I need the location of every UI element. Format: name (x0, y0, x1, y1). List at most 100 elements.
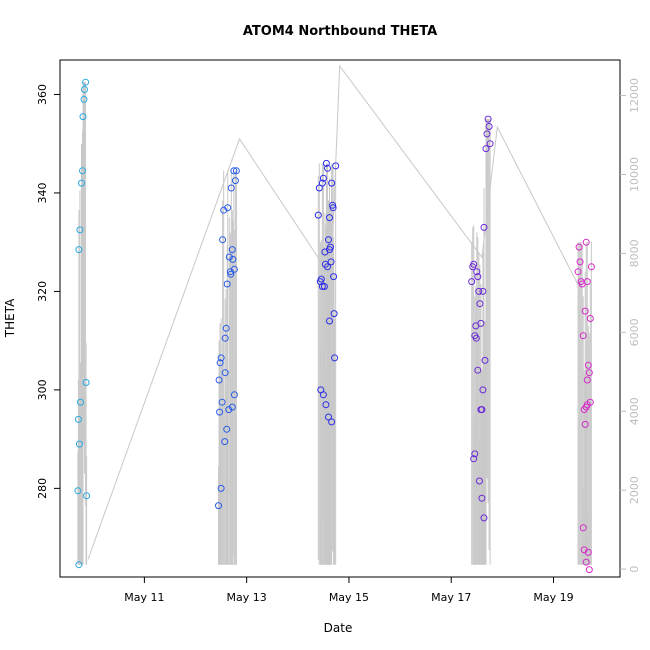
data-point (582, 238, 590, 246)
data-point (579, 332, 587, 340)
data-point (228, 403, 236, 411)
data-point (82, 379, 90, 386)
data-point (330, 310, 338, 318)
data-point (82, 78, 90, 86)
data-point (475, 287, 483, 295)
data-point (217, 484, 225, 492)
data-point (587, 263, 595, 271)
data-point (221, 438, 229, 446)
data-point (583, 278, 591, 286)
data-point (215, 502, 222, 510)
data-point (479, 287, 487, 295)
data-point (75, 246, 83, 254)
data-point (74, 415, 82, 423)
data-point (223, 425, 231, 433)
data-point (74, 487, 82, 495)
data-point (319, 391, 327, 399)
data-point (585, 566, 593, 574)
data-point (474, 366, 482, 374)
data-point (332, 162, 340, 170)
data-point (328, 418, 336, 426)
data-point (584, 548, 592, 556)
data-point (222, 324, 230, 332)
data-point (478, 494, 486, 502)
data-point (476, 300, 484, 308)
data-point (581, 420, 589, 428)
data-point (317, 275, 325, 283)
data-point (581, 307, 589, 315)
y-tick-label: 320 (36, 281, 49, 302)
data-point (324, 164, 331, 172)
data-point (80, 95, 88, 103)
x-tick-label: May 17 (431, 591, 471, 604)
y2-tick-label: 6000 (628, 318, 641, 346)
data-point (227, 184, 235, 192)
data-point (318, 283, 326, 290)
data-point (326, 214, 333, 222)
data-point (229, 255, 237, 263)
data-point (326, 317, 333, 325)
data-point (75, 440, 83, 448)
data-point (473, 268, 481, 276)
data-point (79, 167, 86, 175)
data-point (231, 177, 239, 185)
data-point (582, 558, 590, 566)
data-point (330, 273, 338, 281)
data-point (320, 283, 328, 290)
data-point (221, 334, 229, 342)
data-point (579, 524, 587, 532)
data-point (480, 223, 488, 231)
x-tick-label: May 19 (533, 591, 573, 604)
y-tick-label: 280 (36, 478, 49, 499)
data-point (219, 236, 227, 244)
data-point (585, 369, 593, 377)
density-lines (77, 82, 592, 565)
data-point (327, 258, 335, 266)
data-point (470, 455, 478, 463)
data-point (586, 398, 594, 406)
data-point (327, 243, 334, 251)
data-point (479, 386, 487, 394)
data-point (484, 115, 492, 123)
data-point (574, 268, 582, 276)
y2-tick-label: 4000 (628, 397, 641, 425)
data-point (575, 243, 583, 251)
y2-tick-label: 2000 (628, 476, 641, 504)
x-axis: May 11 May 13 May 15 May 17 May 19 (124, 577, 574, 604)
data-point (468, 278, 476, 286)
data-point (481, 356, 489, 364)
data-point (218, 398, 226, 406)
x-tick-label: May 11 (124, 591, 164, 604)
data-point (331, 354, 339, 362)
data-point (79, 113, 87, 121)
data-point (81, 86, 88, 93)
data-point (584, 361, 592, 369)
y-axis-label: THETA (3, 298, 17, 338)
data-point (483, 130, 491, 138)
data-point (315, 184, 323, 192)
x-axis-label: Date (324, 621, 353, 635)
data-point (76, 226, 84, 234)
data-point (227, 270, 235, 278)
data-point (230, 265, 238, 273)
x-tick-label: May 13 (227, 591, 267, 604)
chart-title: ATOM4 Northbound THETA (243, 24, 437, 39)
data-point (75, 561, 83, 569)
data-point (223, 280, 231, 288)
y-tick-label: 300 (36, 379, 49, 400)
y-axis: 280 300 320 340 360 (36, 84, 60, 499)
data-point (324, 263, 331, 271)
x-tick-label: May 15 (329, 591, 369, 604)
data-point (485, 123, 493, 130)
data-point (475, 477, 483, 485)
data-point (325, 413, 332, 421)
y2-tick-label: 10000 (628, 157, 641, 192)
data-point (77, 398, 84, 406)
y2-tick-label: 12000 (628, 78, 641, 113)
data-point (486, 140, 494, 148)
y2-tick-label: 8000 (628, 239, 641, 267)
y2-line (87, 64, 580, 560)
y2-trend-line (87, 64, 580, 560)
data-point (319, 174, 327, 182)
data-point (230, 167, 238, 175)
